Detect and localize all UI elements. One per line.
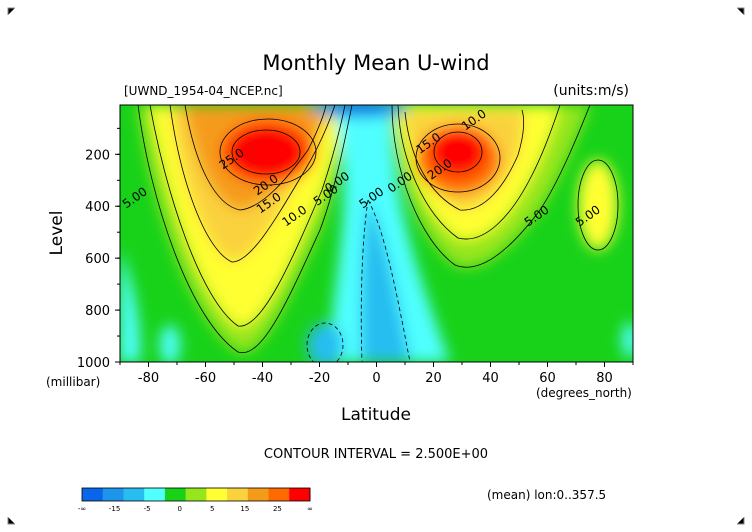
stratosphere-easterly-core (328, 105, 388, 111)
equator-easterly-5 (361, 200, 410, 362)
y-axis-label: Level (47, 211, 67, 256)
x-tick-label-6: 40 (482, 371, 499, 386)
contour-field (120, 105, 633, 362)
colorbar-label-3: 0 (177, 505, 181, 513)
colorbar-swatch-0 (82, 488, 104, 501)
y-tick-label-3: 800 (85, 304, 110, 319)
equator-easterly-0 (330, 105, 450, 362)
south-polar-easterly (120, 250, 141, 362)
y-tick-label-4: 1000 (77, 356, 110, 371)
colorbar-swatch-5 (185, 488, 207, 501)
y-tick-label-1: 400 (85, 200, 110, 215)
chart-subtitle-file: [UWND_1954-04_NCEP.nc] (124, 84, 283, 98)
equator-easterly-cell (307, 323, 343, 362)
x-tick-label-5: 20 (425, 371, 442, 386)
colorbar: -∞ -15 -5 0 5 15 25 ∞ (78, 487, 313, 513)
colorbar-swatch-10 (289, 488, 311, 501)
colorbar-label-1: -15 (109, 505, 120, 513)
x-tick-label-2: -40 (252, 371, 273, 386)
south-jet-core (226, 124, 306, 180)
y-axis-unit: (millibar) (46, 375, 100, 389)
colorbar-swatch-3 (144, 488, 166, 501)
colorbar-label-2: -5 (144, 505, 151, 513)
colorbar-label-0: -∞ (78, 505, 86, 513)
contour-lines (137, 105, 619, 354)
y-tick-label-0: 200 (85, 148, 110, 163)
north-polar-max (578, 160, 618, 250)
crop-marks (7, 7, 745, 525)
north-polar-cell (622, 322, 633, 358)
colorbar-label-4: 5 (210, 505, 214, 513)
colorbar-swatch-6 (206, 488, 228, 501)
south-polar-cell (160, 325, 180, 362)
x-axis: -80 -60 -40 -20 0 20 40 60 80 (119, 362, 634, 386)
x-tick-label-0: -80 (138, 371, 159, 386)
contour-interval-text: CONTOUR INTERVAL = 2.500E+00 (264, 447, 488, 462)
colorbar-swatch-2 (123, 488, 145, 501)
chart-title: Monthly Mean U-wind (262, 51, 489, 75)
averaging-note: (mean) lon:0..357.5 (487, 488, 606, 502)
north-jet-core (430, 128, 486, 176)
colorbar-label-5: 15 (240, 505, 249, 513)
x-tick-label-7: 60 (539, 371, 556, 386)
colorbar-swatch-8 (247, 488, 270, 501)
colorbar-label-7: ∞ (307, 505, 313, 513)
colorbar-label-6: 25 (273, 505, 282, 513)
colorbar-swatch-7 (227, 488, 249, 501)
negative-contours (306, 199, 411, 362)
x-tick-label-8: 80 (596, 371, 613, 386)
x-axis-unit: (degrees_north) (536, 386, 632, 400)
chart-subtitle-units: (units:m/s) (553, 83, 629, 99)
x-tick-label-3: -20 (309, 371, 330, 386)
colorbar-swatch-4 (164, 488, 187, 501)
x-tick-label-4: 0 (372, 371, 380, 386)
x-axis-label: Latitude (341, 405, 411, 425)
y-axis: 200 400 600 800 1000 (77, 127, 120, 371)
x-tick-label-1: -60 (195, 371, 216, 386)
colorbar-frame (81, 487, 311, 502)
y-tick-label-2: 600 (85, 252, 110, 267)
colorbar-swatch-1 (102, 488, 124, 501)
colorbar-swatch-9 (268, 488, 290, 501)
